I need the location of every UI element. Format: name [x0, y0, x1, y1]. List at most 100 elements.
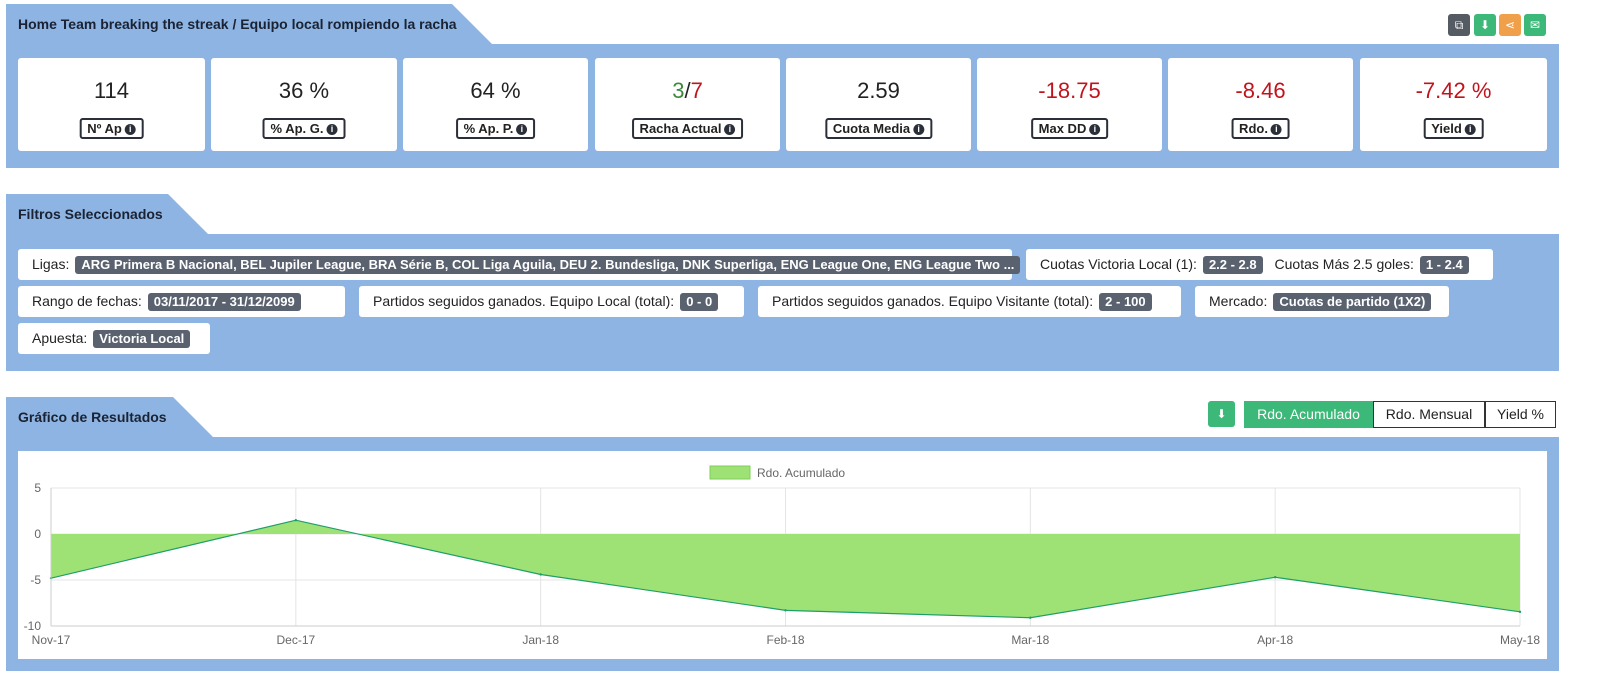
filter-rango-label: Rango de fechas: — [32, 293, 142, 309]
chart-download-button[interactable]: ⬇ — [1208, 401, 1235, 427]
info-icon: i — [1270, 124, 1282, 135]
share-button[interactable]: ⋖ — [1499, 14, 1521, 36]
filter-visitante-label: Partidos seguidos ganados. Equipo Visita… — [772, 293, 1094, 309]
filter-cuotas-local-label: Cuotas Victoria Local (1): — [1040, 256, 1197, 272]
copy-icon: ⧉ — [1454, 18, 1464, 32]
chart-container: 5 0 -5 -10 Nov-17 Dec-17 Jan-18 Feb-18 Mar-18 Apr… — [18, 451, 1547, 659]
filter-rango-value: 03/11/2017 - 31/12/2099 — [147, 293, 301, 311]
x-tick-label: Nov-17 — [32, 633, 71, 647]
filter-apuesta-value: Victoria Local — [93, 330, 191, 348]
download-icon: ⬇ — [1479, 18, 1491, 32]
legend-label: Rdo. Acumulado — [757, 466, 845, 480]
stat-label[interactable]: Max DD i — [1030, 118, 1109, 139]
filter-local-label: Partidos seguidos ganados. Equipo Local … — [373, 293, 675, 309]
stat-card: 3/7 Racha Actual i — [595, 58, 780, 151]
filter-visitante-value: 2 - 100 — [1099, 293, 1152, 311]
stats-panel: 114 Nº Ap i 36 %% Ap. G. i 64 %% Ap. P. i 3/7 Ra… — [6, 44, 1559, 168]
stat-label[interactable]: Rdo. i — [1231, 118, 1290, 139]
info-icon: i — [724, 124, 736, 135]
filters-tab: Filtros Seleccionados — [6, 194, 208, 234]
stat-card: -7.42 % Yield i — [1360, 58, 1547, 151]
x-tick-label: Dec-17 — [276, 633, 315, 647]
page-title: Home Team breaking the streak / Equipo l… — [18, 16, 457, 32]
data-point — [1273, 576, 1277, 579]
filter-ligas-value: ARG Primera B Nacional, BEL Jupiler Leag… — [75, 256, 1021, 274]
stat-label[interactable]: Cuota Media i — [824, 118, 933, 139]
y-tick-label: 0 — [34, 527, 41, 541]
stat-value: 2.59 — [857, 78, 900, 103]
stat-label[interactable]: % Ap. G. i — [262, 118, 346, 139]
streak-separator: / — [684, 78, 691, 103]
info-icon: i — [326, 124, 338, 135]
download-button[interactable]: ⬇ — [1474, 14, 1496, 36]
filter-cuotas-goles-label: Cuotas Más 2.5 goles: — [1274, 256, 1414, 272]
filters-title: Filtros Seleccionados — [18, 206, 163, 222]
stat-value: -18.75 — [1038, 78, 1101, 103]
toggle-rdo-mensual[interactable]: Rdo. Mensual — [1373, 401, 1485, 428]
stat-card: 114 Nº Ap i — [18, 58, 205, 151]
info-icon: i — [1464, 124, 1476, 135]
toggle-rdo-acumulado[interactable]: Rdo. Acumulado — [1244, 401, 1373, 428]
stat-value: 64 % — [470, 78, 521, 103]
filter-apuesta: Apuesta: Victoria Local — [18, 323, 210, 354]
series-area — [51, 520, 1520, 618]
filters-panel: Ligas: ARG Primera B Nacional, BEL Jupile… — [6, 234, 1559, 371]
header-tab: Home Team breaking the streak / Equipo l… — [6, 4, 492, 44]
info-icon: i — [913, 124, 925, 135]
info-icon: i — [124, 124, 136, 135]
share-icon: ⋖ — [1504, 18, 1516, 32]
filter-cuotas: Cuotas Victoria Local (1): 2.2 - 2.8 Cuot… — [1026, 249, 1493, 280]
stat-label[interactable]: % Ap. P. i — [455, 118, 536, 139]
download-icon: ⬇ — [1216, 407, 1227, 421]
filter-cuotas-local-value: 2.2 - 2.8 — [1202, 256, 1263, 274]
stat-value: -7.42 % — [1415, 78, 1492, 103]
legend-swatch — [709, 465, 751, 480]
stat-label[interactable]: Yield i — [1423, 118, 1484, 139]
filter-ligas-label: Ligas: — [32, 256, 70, 272]
filter-ligas: Ligas: ARG Primera B Nacional, BEL Jupile… — [18, 249, 1021, 280]
header-tab-shape — [6, 4, 492, 44]
filter-mercado: Mercado: Cuotas de partido (1X2) — [1195, 286, 1449, 317]
filter-apuesta-label: Apuesta: — [32, 330, 88, 346]
info-icon: i — [1089, 124, 1101, 135]
toggle-yield[interactable]: Yield % — [1485, 401, 1556, 428]
chart-title: Gráfico de Resultados — [18, 409, 167, 425]
data-point — [539, 573, 542, 576]
stat-label-text: Yield — [1431, 121, 1462, 136]
stat-label-text: Cuota Media — [832, 121, 911, 136]
y-tick-label: -5 — [30, 573, 41, 587]
envelope-icon: ✉ — [1529, 18, 1541, 32]
stat-label[interactable]: Nº Ap i — [79, 118, 144, 139]
chart-toggle-group: Rdo. Acumulado Rdo. Mensual Yield % — [1244, 401, 1556, 428]
stat-card: -18.75 Max DD i — [977, 58, 1162, 151]
stat-value: 3/7 — [595, 78, 780, 104]
x-tick-label: May-18 — [1500, 633, 1540, 647]
stat-value: 36 % — [278, 78, 330, 103]
stat-label-text: Rdo. — [1239, 121, 1268, 136]
stat-label-text: % Ap. G. — [270, 121, 324, 136]
filter-cuotas-goles-value: 1 - 2.4 — [1419, 256, 1469, 274]
info-icon: i — [516, 124, 528, 135]
x-tick-label: Jan-18 — [522, 633, 559, 647]
data-point — [1518, 610, 1522, 614]
filter-mercado-label: Mercado: — [1209, 293, 1268, 309]
y-tick-label: -10 — [24, 619, 42, 633]
filter-local-value: 0 - 0 — [680, 293, 719, 311]
streak-total: 7 — [690, 78, 703, 103]
x-tick-label: Mar-18 — [1011, 633, 1049, 647]
filter-local: Partidos seguidos ganados. Equipo Local … — [359, 286, 744, 317]
copy-button[interactable]: ⧉ — [1448, 14, 1470, 36]
stat-card: 36 % % Ap. G. i — [211, 58, 397, 151]
stat-label-text: % Ap. P. — [463, 121, 514, 136]
data-point — [294, 519, 298, 522]
x-tick-label: Apr-18 — [1257, 633, 1293, 647]
data-point — [784, 609, 787, 612]
filters-tab-shape — [6, 194, 208, 234]
filter-rango: Rango de fechas: 03/11/2017 - 31/12/2099 — [18, 286, 345, 317]
stat-label[interactable]: Racha Actual i — [631, 118, 744, 139]
stat-value: -8.46 — [1235, 78, 1286, 103]
email-button[interactable]: ✉ — [1524, 14, 1546, 36]
filter-mercado-value: Cuotas de partido (1X2) — [1273, 293, 1432, 311]
stat-card: 64 % % Ap. P. i — [403, 58, 588, 151]
